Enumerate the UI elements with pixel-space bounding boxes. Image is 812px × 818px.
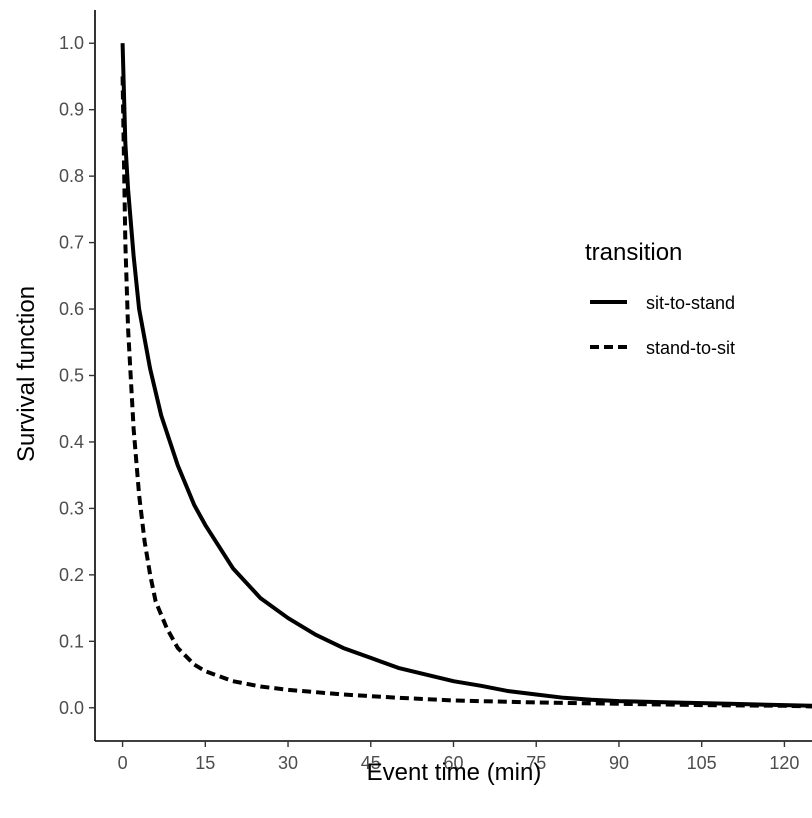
y-axis-title: Survival function <box>13 286 40 462</box>
y-tick-label: 0.4 <box>59 432 84 452</box>
x-tick-label: 45 <box>361 753 381 773</box>
y-tick-label: 0.9 <box>59 100 84 120</box>
y-tick-label: 0.7 <box>59 233 84 253</box>
legend-label-sit-to-stand: sit-to-stand <box>646 293 735 313</box>
x-tick-label: 0 <box>118 753 128 773</box>
x-tick-label: 60 <box>443 753 463 773</box>
x-tick-label: 90 <box>609 753 629 773</box>
y-tick-label: 0.8 <box>59 166 84 186</box>
plot-lines <box>120 43 812 709</box>
y-tick-label: 0.0 <box>59 698 84 718</box>
y-tick-label: 0.6 <box>59 299 84 319</box>
y-tick-label: 0.5 <box>59 366 84 386</box>
y-tick-label: 1.0 <box>59 33 84 53</box>
series-line-sit-to-stand <box>120 43 812 708</box>
legend-label-stand-to-sit: stand-to-sit <box>646 338 735 358</box>
x-tick-label: 75 <box>526 753 546 773</box>
series-line-stand-to-sit <box>120 76 812 709</box>
axes <box>94 10 812 742</box>
x-tick-label: 120 <box>769 753 799 773</box>
y-tick-label: 0.1 <box>59 631 84 651</box>
x-axis-title: Event time (min) <box>367 759 542 786</box>
y-tick-label: 0.3 <box>59 498 84 518</box>
ticks: 0 15 30 45 60 75 90 105 120 0.0 0.1 0.2 0.3 0.4 0.5 0.6… <box>59 33 799 773</box>
x-tick-label: 30 <box>278 753 298 773</box>
x-tick-label: 105 <box>687 753 717 773</box>
x-tick-label: 15 <box>195 753 215 773</box>
legend: transition sit-to-stand stand-to-sit <box>585 239 735 358</box>
y-tick-label: 0.2 <box>59 565 84 585</box>
legend-title: transition <box>585 239 682 266</box>
